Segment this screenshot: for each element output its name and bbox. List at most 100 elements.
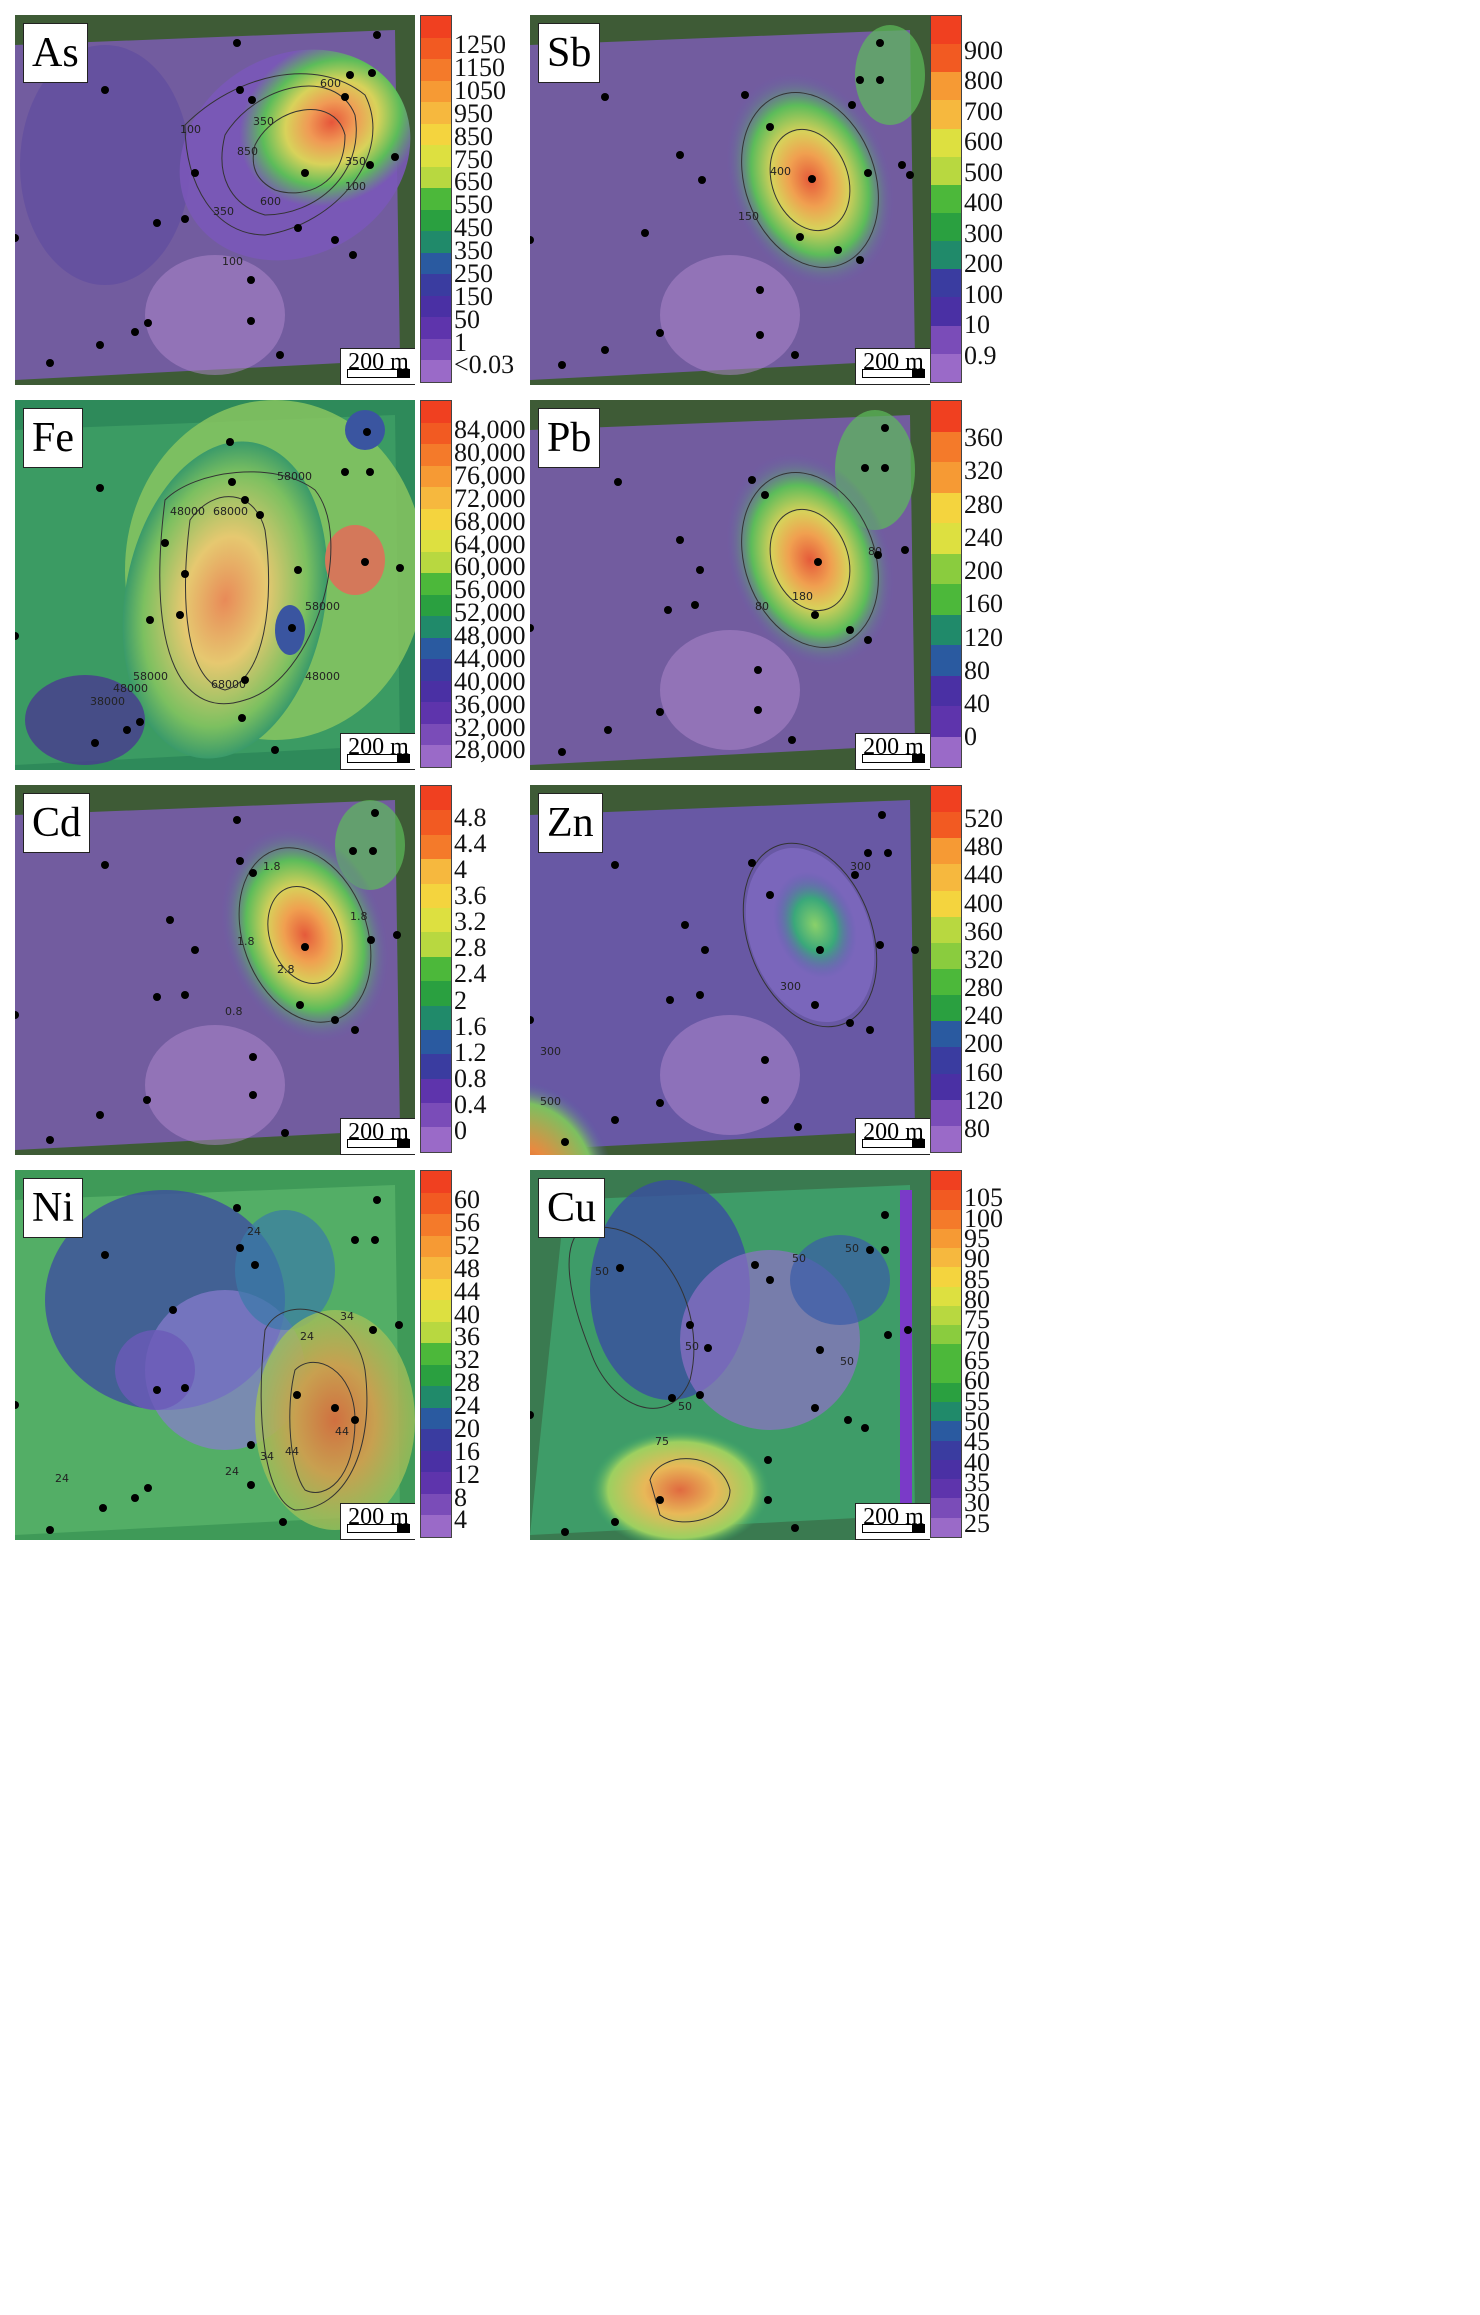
sample-point <box>686 1321 694 1329</box>
panel-cu: 50 50 50 50 50 50 75 <box>530 1170 1003 1540</box>
sample-point <box>904 1326 912 1334</box>
sample-point <box>601 93 609 101</box>
legend-swatch <box>931 1498 961 1518</box>
sample-point <box>91 739 99 747</box>
legend-tick-label: 440 <box>964 860 1003 890</box>
legend-swatch <box>931 1021 961 1048</box>
legend-swatch <box>421 981 451 1006</box>
sample-point <box>796 233 804 241</box>
sample-point <box>834 246 842 254</box>
legend-swatch <box>931 553 961 584</box>
sample-point <box>331 236 339 244</box>
map-cd: 1.8 2.8 1.8 0.8 1.8 <box>15 785 415 1155</box>
legend-tick-label: 1050 <box>454 75 506 105</box>
legend-swatch <box>421 295 451 318</box>
sample-point <box>656 1496 664 1504</box>
sample-point <box>271 746 279 754</box>
legend-tick-label: 200 <box>964 249 1003 279</box>
sample-point <box>236 857 244 865</box>
legend-swatch <box>931 916 961 943</box>
legend-tick-label: 30 <box>964 1488 990 1518</box>
legend-tick-label: 400 <box>964 888 1003 918</box>
sample-point <box>247 1441 255 1449</box>
sample-point <box>181 215 189 223</box>
contour-label: 50 <box>845 1242 859 1255</box>
legend-swatch <box>421 810 451 835</box>
legend-tick-label: 36,000 <box>454 689 526 719</box>
legend-swatch <box>421 530 451 552</box>
sample-point <box>641 229 649 237</box>
legend-swatch <box>931 675 961 706</box>
sample-point <box>681 921 689 929</box>
legend-swatch <box>931 614 961 645</box>
sample-points-cd <box>15 809 401 1144</box>
contour-label: 100 <box>345 180 366 193</box>
scale-bar: 200 m <box>340 733 415 770</box>
legend-tick-label: 40 <box>964 1447 990 1477</box>
legend-swatch <box>421 188 451 210</box>
sample-point <box>856 256 864 264</box>
sample-point <box>228 478 236 486</box>
contour-label: 300 <box>780 980 801 993</box>
sample-point <box>341 468 349 476</box>
element-label: Sb <box>538 23 601 83</box>
sample-point <box>233 816 241 824</box>
legend-tick-label: 55 <box>964 1386 990 1416</box>
legend-tick-label: 4 <box>454 1505 467 1535</box>
legend-swatch <box>931 786 961 813</box>
legend-tick-label: 4 <box>454 854 467 884</box>
sample-point <box>46 359 54 367</box>
element-label: Pb <box>538 408 601 468</box>
sample-point <box>698 176 706 184</box>
sample-point <box>881 424 889 432</box>
legend-tick-label: 2 <box>454 985 467 1015</box>
contour-label: 500 <box>540 1095 561 1108</box>
legend-swatch <box>421 1429 451 1451</box>
legend-tick-label: 750 <box>454 144 493 174</box>
legend-fe: 84,000 80,000 76,000 72,000 68,000 64,000 60,0… <box>420 400 526 770</box>
legend-tick-label: 85 <box>964 1264 990 1294</box>
legend-swatch <box>421 1078 451 1104</box>
sample-point <box>181 570 189 578</box>
sample-point <box>611 1116 619 1124</box>
sample-point <box>846 626 854 634</box>
legend-tick-label: 90 <box>964 1244 990 1274</box>
legend-tick-label: 200 <box>964 1029 1003 1059</box>
legend-color-ramp <box>420 1170 452 1538</box>
legend-swatch <box>931 942 961 969</box>
legend-tick-label: 700 <box>964 96 1003 126</box>
legend-tick-label: 44,000 <box>454 643 526 673</box>
legend-swatch <box>931 1267 961 1287</box>
legend-tick-label: 0.4 <box>454 1090 487 1120</box>
legend-tick-label: 150 <box>454 281 493 311</box>
map-pb: 180 80 80 <box>530 400 930 770</box>
sample-point <box>294 566 302 574</box>
sample-point <box>676 151 684 159</box>
legend-tick-label: 80 <box>964 655 990 685</box>
sample-point <box>367 936 375 944</box>
sample-point <box>530 236 534 244</box>
sample-point <box>15 632 19 640</box>
legend-swatch <box>421 252 451 275</box>
legend-color-ramp <box>420 15 452 383</box>
sample-point <box>301 943 309 951</box>
legend-tick-label: 200 <box>964 556 1003 586</box>
legend-swatch <box>421 1472 451 1494</box>
sample-point <box>395 1321 403 1329</box>
contour-label: 400 <box>770 165 791 178</box>
sample-point <box>349 251 357 259</box>
map-ni: 24 34 24 34 44 44 24 24 <box>15 1170 415 1540</box>
sample-point <box>668 1394 676 1402</box>
sample-point <box>101 86 109 94</box>
legend-tick-label: 60 <box>964 1366 990 1396</box>
legend-swatch <box>421 1407 451 1430</box>
contour-label: 1.8 <box>350 910 368 923</box>
sample-point <box>764 1496 772 1504</box>
legend-tick-label: 80 <box>964 1113 990 1143</box>
legend-tick-label: 1150 <box>454 53 506 83</box>
legend-swatch <box>421 487 451 509</box>
scale-bar: 200 m <box>855 1118 930 1155</box>
sample-point <box>169 1306 177 1314</box>
legend-tick-label: 36 <box>454 1322 480 1352</box>
sample-point <box>530 1411 534 1419</box>
